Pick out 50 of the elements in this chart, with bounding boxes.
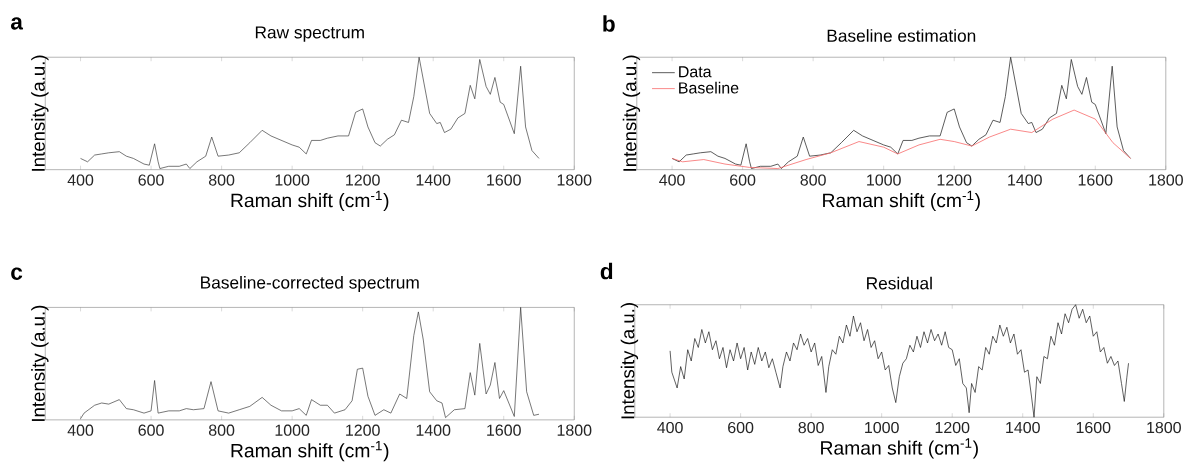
legend-label: Data <box>679 66 712 78</box>
x-tick-label: 600 <box>138 174 164 186</box>
y-axis-title: Intensity (a.u.) <box>622 55 641 171</box>
y-axis-title: Intensity (a.u.) <box>620 303 639 419</box>
x-tick-label: 1200 <box>346 424 380 436</box>
x-tick-label: 1800 <box>1149 174 1183 186</box>
text: a <box>10 17 24 30</box>
x-tick-label: 1200 <box>346 174 380 186</box>
x-tick-label: 1400 <box>416 174 451 186</box>
chart-title: Baseline-corrected spectrum <box>201 275 419 293</box>
x-tick-label: 1600 <box>487 424 521 436</box>
chart-title: Raw spectrum <box>255 26 364 42</box>
x-tick-label: 800 <box>800 174 826 186</box>
x-tick-label: 400 <box>657 421 683 434</box>
x-axis-title: Raman shift (cm$^{-1}$) <box>231 190 389 212</box>
text: c <box>11 267 23 280</box>
x-tick-label: 1400 <box>416 424 451 436</box>
x-tick-label: 1000 <box>275 424 310 436</box>
x-tick-label: 400 <box>659 174 685 186</box>
x-axis-title: Raman shift (cm$^{-1}$) <box>823 190 980 212</box>
x-tick-label: 400 <box>67 174 94 186</box>
text: b <box>603 15 615 32</box>
x-tick-label: 1800 <box>557 424 592 436</box>
x-tick-label: 800 <box>798 421 824 434</box>
x-tick-label: 800 <box>208 424 235 436</box>
y-axis-title: Intensity (a.u.) <box>31 55 49 171</box>
x-tick-label: 1200 <box>935 421 970 434</box>
x-tick-label: 1400 <box>1006 421 1040 434</box>
y-axis-title: Intensity (a.u.) <box>31 305 49 421</box>
x-tick-label: 1000 <box>275 174 310 186</box>
x-tick-label: 800 <box>208 174 235 186</box>
x-tick-label: 600 <box>138 424 164 436</box>
chart-title: Baseline estimation <box>827 29 976 42</box>
text: d <box>600 262 613 280</box>
x-tick-label: 1600 <box>1078 174 1113 186</box>
x-axis-title: Raman shift (cm$^{-1}$) <box>821 438 978 459</box>
legend-label: Baseline <box>679 81 739 94</box>
x-tick-label: 1600 <box>487 174 521 186</box>
x-tick-label: 1400 <box>1008 174 1042 186</box>
chart-title: Residual <box>867 276 932 290</box>
x-tick-label: 1800 <box>557 174 592 186</box>
x-tick-label: 400 <box>67 424 94 436</box>
x-axis-title: Raman shift (cm$^{-1}$) <box>231 440 389 462</box>
x-tick-label: 1200 <box>937 174 972 186</box>
x-tick-label: 1800 <box>1147 421 1181 434</box>
x-tick-label: 1000 <box>865 421 899 434</box>
x-tick-label: 600 <box>728 421 754 434</box>
x-tick-label: 1600 <box>1076 421 1111 434</box>
x-tick-label: 1000 <box>867 174 901 186</box>
x-tick-label: 600 <box>730 174 756 186</box>
